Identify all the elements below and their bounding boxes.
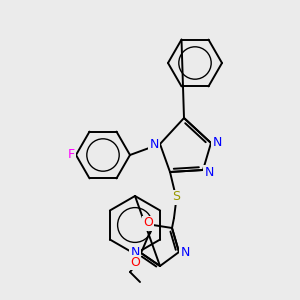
Text: N: N bbox=[149, 137, 159, 151]
Text: F: F bbox=[68, 148, 75, 161]
Text: N: N bbox=[204, 166, 214, 178]
Text: S: S bbox=[172, 190, 180, 203]
Text: N: N bbox=[180, 245, 190, 259]
Text: N: N bbox=[130, 247, 140, 260]
Text: O: O bbox=[143, 217, 153, 230]
Text: O: O bbox=[130, 256, 140, 268]
Text: N: N bbox=[212, 136, 222, 149]
